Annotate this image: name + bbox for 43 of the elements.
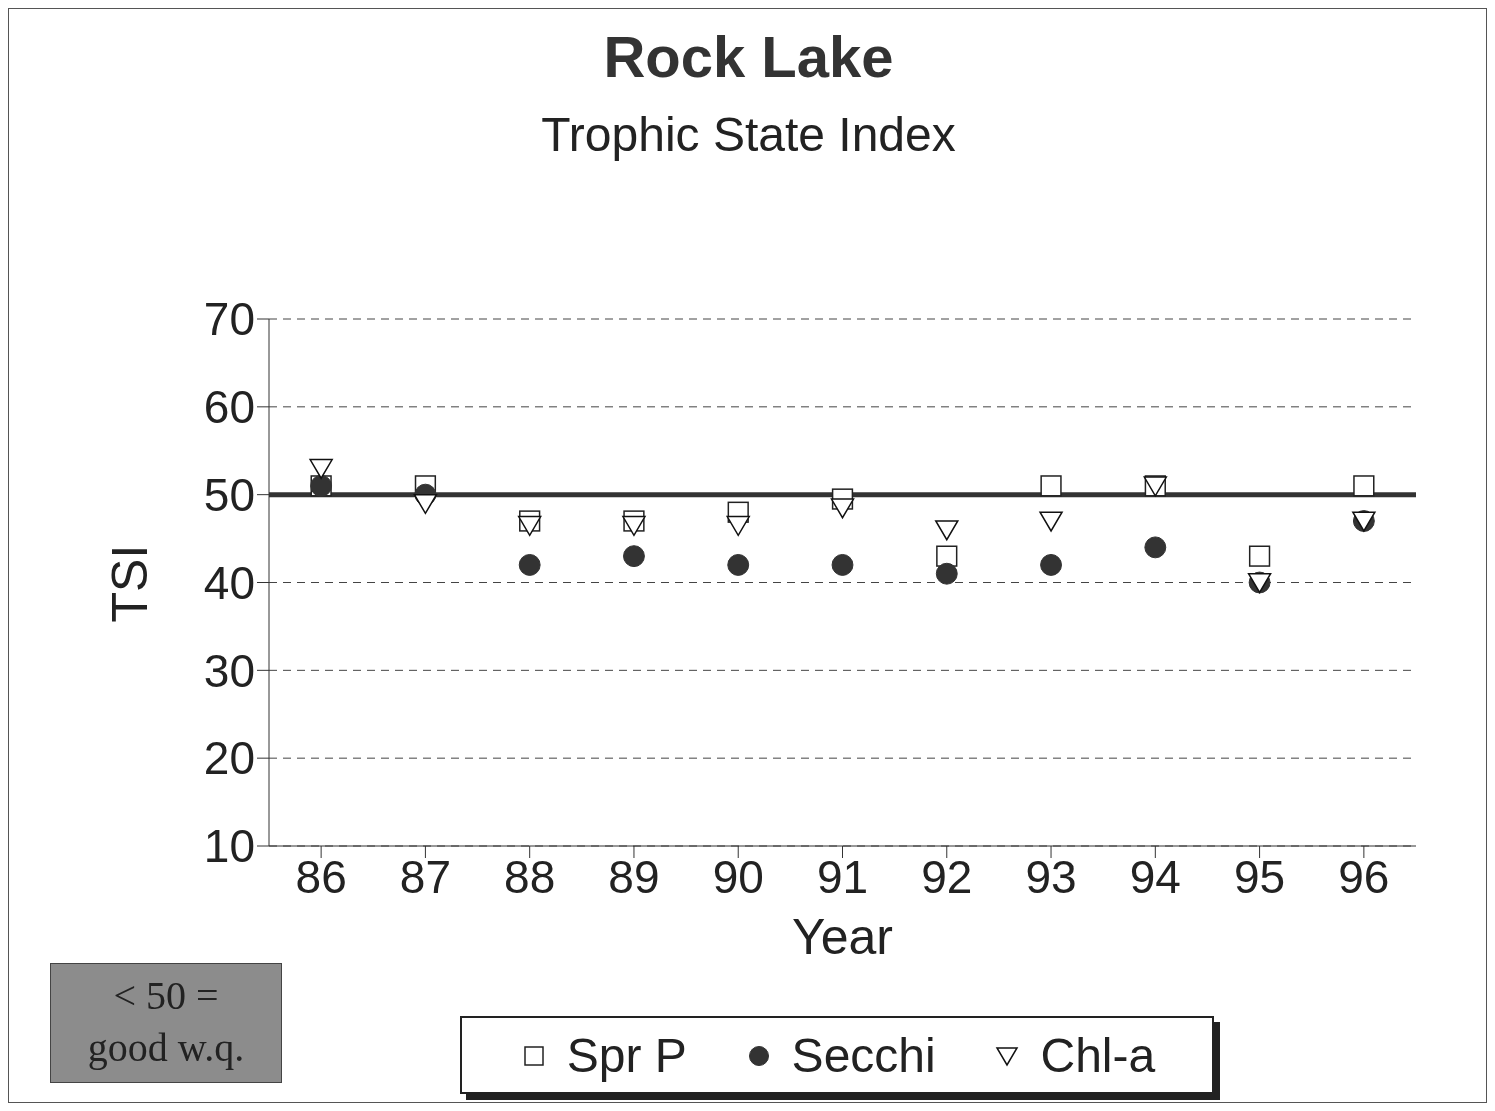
point: [830, 498, 855, 519]
point: [309, 458, 333, 479]
y-tick-label: 50: [203, 469, 255, 521]
point: [413, 493, 438, 515]
point: [518, 553, 541, 576]
point: [517, 515, 542, 537]
y-axis-title: TSI: [101, 544, 158, 623]
legend-label: Chl-a: [1039, 1027, 1156, 1083]
y-tick-label: 10: [203, 820, 255, 873]
x-tick-label: 87: [399, 850, 451, 903]
point: [622, 515, 646, 537]
chart-title: Rock Lake: [602, 23, 895, 90]
point: [1040, 475, 1062, 497]
chart-subtitle: Trophic State Index: [540, 107, 957, 162]
y-tick-label: 20: [203, 732, 255, 785]
point: [1248, 545, 1271, 567]
x-tick-label: 92: [921, 850, 973, 903]
x-tick-label: 96: [1338, 850, 1390, 903]
point: [1039, 511, 1063, 532]
point: [1353, 475, 1375, 497]
point: [726, 515, 750, 537]
point: [1144, 536, 1167, 559]
legend-label: Spr P: [565, 1027, 687, 1083]
x-tick-label: 91: [816, 850, 869, 903]
point: [831, 553, 854, 576]
text: < 50 = good w.q.: [50, 963, 282, 1083]
y-tick-label: 40: [203, 556, 255, 609]
legend-label: Secchi: [790, 1027, 936, 1083]
x-tick-label: 94: [1129, 850, 1181, 903]
x-axis-title: Year: [791, 909, 894, 965]
y-tick-label: 60: [203, 381, 255, 434]
x-tick-label: 90: [712, 850, 764, 903]
y-tick-label: 70: [203, 293, 255, 346]
point: [935, 562, 958, 585]
x-tick-label: 89: [608, 850, 660, 903]
point: [623, 545, 645, 568]
x-tick-label: 88: [504, 850, 556, 903]
y-tick-label: 30: [203, 644, 255, 697]
point: [1040, 553, 1062, 576]
x-tick-label: 95: [1234, 850, 1286, 903]
x-tick-label: 93: [1025, 850, 1077, 903]
point: [727, 553, 750, 576]
x-tick-label: 86: [295, 850, 347, 903]
